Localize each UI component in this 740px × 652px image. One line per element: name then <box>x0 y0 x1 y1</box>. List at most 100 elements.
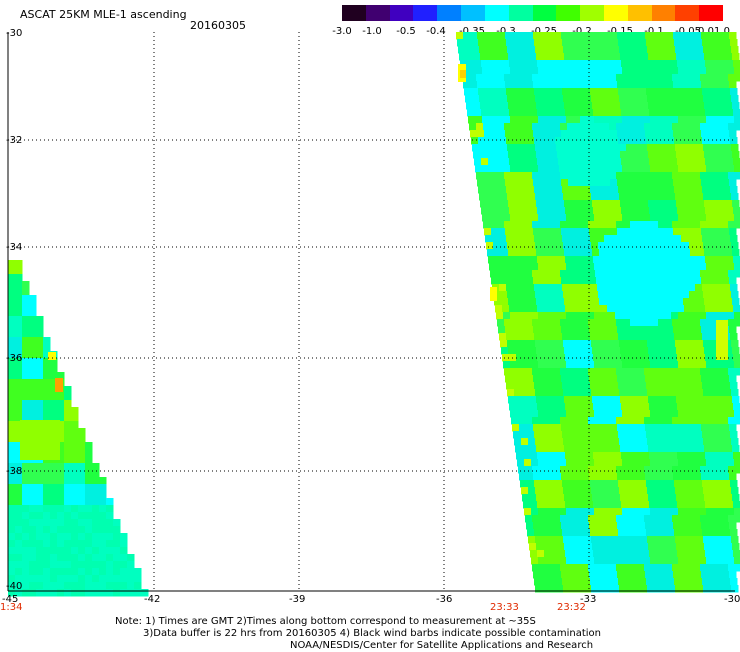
swath-cell <box>482 214 490 222</box>
lat-label: -36 <box>6 353 22 364</box>
swath-cell <box>564 249 572 257</box>
swath-cell <box>607 354 615 362</box>
swath-cell <box>681 137 689 145</box>
swath-cell <box>527 382 535 390</box>
swath-cell <box>587 410 595 418</box>
swath-cell <box>674 186 682 194</box>
swath-cell <box>64 393 72 401</box>
swath-cell <box>540 473 548 481</box>
swath-cell <box>85 470 93 478</box>
swath-cell <box>578 102 586 110</box>
swath-cell <box>629 459 637 467</box>
swath-cell <box>699 67 707 75</box>
swath-cell <box>608 312 616 320</box>
swath-cell <box>717 46 725 54</box>
swath-cell <box>540 424 548 432</box>
swath-cell <box>532 417 540 425</box>
swath-cell <box>549 585 557 593</box>
swath-cell <box>728 319 736 327</box>
swath-cell <box>557 249 565 257</box>
swath-cell <box>698 305 706 313</box>
swath-cell <box>535 536 543 544</box>
swath-cell <box>539 123 547 131</box>
swath-cell <box>43 554 51 562</box>
swath-cell <box>643 214 651 222</box>
swath-cell <box>134 568 142 576</box>
swath-cell <box>520 333 528 341</box>
swath-cell <box>730 235 738 243</box>
swath-cell <box>676 249 684 257</box>
swath-cell <box>531 557 539 565</box>
note-line-2: 3)Data buffer is 22 hrs from 20160305 4)… <box>143 628 601 639</box>
swath-cell <box>529 249 537 257</box>
swath-cell <box>641 543 649 551</box>
swath-cell <box>627 543 635 551</box>
swath-cell <box>728 74 736 82</box>
swath-cell <box>622 557 630 565</box>
swath-cell <box>713 361 721 369</box>
swath-cell <box>730 578 738 586</box>
swath-cell <box>566 67 574 75</box>
swath-cell <box>669 396 677 404</box>
swath-cell <box>661 291 669 299</box>
swath-cell <box>689 389 697 397</box>
swath-cell <box>668 438 676 446</box>
swath-cell <box>496 67 504 75</box>
swath-cell <box>621 158 629 166</box>
swath-cell <box>582 81 590 89</box>
swath-cell <box>536 543 544 551</box>
swath-cell <box>505 81 513 89</box>
swath-cell <box>22 330 30 338</box>
swath-cell <box>593 305 601 313</box>
swath-cell <box>588 515 596 523</box>
swath-cell <box>570 487 578 495</box>
swath-cell <box>509 256 517 264</box>
swath-cell <box>15 372 23 380</box>
swath-cell <box>554 375 562 383</box>
swath-cell <box>724 389 732 397</box>
swath-cell <box>563 536 571 544</box>
swath-cell <box>606 494 614 502</box>
swath-cell <box>637 466 645 474</box>
swath-cell <box>674 529 682 537</box>
swath-cell <box>589 81 597 89</box>
swath-cell <box>576 39 584 47</box>
swath-cell <box>548 480 556 488</box>
swath-cell <box>724 144 732 152</box>
swath-cell <box>50 407 58 415</box>
swath-cell <box>532 564 540 572</box>
swath-cell <box>15 477 23 485</box>
swath-cell <box>669 200 677 208</box>
swath-cell <box>610 522 618 530</box>
swath-cell <box>664 312 672 320</box>
swath-cell <box>722 277 730 285</box>
swath-cell <box>661 438 669 446</box>
swath-cell <box>723 284 731 292</box>
swath-cell <box>629 557 637 565</box>
swath-cell <box>85 519 93 527</box>
swath-cell <box>583 480 591 488</box>
swath-cell <box>694 81 702 89</box>
swath-cell <box>57 519 65 527</box>
swath-cell <box>631 326 639 334</box>
colorbar-swatch <box>437 5 462 21</box>
swath-cell <box>579 403 587 411</box>
swath-cell <box>716 431 724 439</box>
swath-cell <box>572 109 580 117</box>
swath-cell <box>646 235 654 243</box>
colorbar-tick: -0.2 <box>572 26 592 37</box>
swath-cell <box>522 102 530 110</box>
swath-cell <box>590 39 598 47</box>
swath-cell <box>503 67 511 75</box>
swath-cell <box>689 438 697 446</box>
swath-cell <box>696 193 704 201</box>
swath-cell <box>541 578 549 586</box>
swath-cell <box>498 277 506 285</box>
swath-cell <box>640 340 648 348</box>
swath-cell <box>597 333 605 341</box>
swath-cell <box>668 340 676 348</box>
swath-cell <box>598 487 606 495</box>
swath-cell <box>719 305 727 313</box>
swath-cell <box>481 109 489 117</box>
colorbar-swatch <box>556 5 581 21</box>
